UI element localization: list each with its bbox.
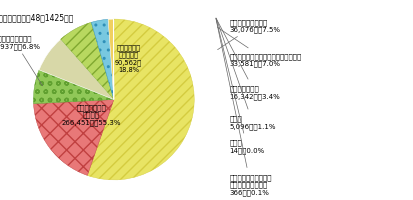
Text: 電気機械器具製造業
36,076人　7.5%: 電気機械器具製造業 36,076人 7.5% [217, 19, 280, 50]
Wedge shape [108, 20, 114, 100]
Wedge shape [33, 100, 114, 176]
Wedge shape [39, 40, 114, 100]
Text: （企業の研究者数：48万1425人）: （企業の研究者数：48万1425人） [0, 14, 74, 23]
Wedge shape [87, 20, 194, 180]
Wedge shape [61, 23, 114, 100]
Text: 電子部品・デバイス・電子回路製造業
33,581人　7.0%: 電子部品・デバイス・電子回路製造業 33,581人 7.0% [217, 28, 301, 67]
Text: 情報通信機械
器具製造業
90,562人
18.8%: 情報通信機械 器具製造業 90,562人 18.8% [114, 44, 142, 73]
Text: 放送業
14人　0.0%: 放送業 14人 0.0% [216, 19, 264, 153]
Text: 通信業
5,096人　1.1%: 通信業 5,096人 1.1% [216, 19, 275, 129]
Wedge shape [91, 20, 114, 100]
Text: インターネット附随・
その他の情報通信業
366人　0.1%: インターネット附随・ その他の情報通信業 366人 0.1% [215, 19, 271, 195]
Text: 情報サービス業
16,342人　3.4%: 情報サービス業 16,342人 3.4% [216, 20, 279, 99]
Text: その他の産業（合計）
32,937人　6.8%: その他の産業（合計） 32,937人 6.8% [0, 35, 43, 86]
Wedge shape [33, 71, 114, 104]
Text: その他の製造業
（合計）
266,451人　55.3%: その他の製造業 （合計） 266,451人 55.3% [62, 104, 121, 125]
